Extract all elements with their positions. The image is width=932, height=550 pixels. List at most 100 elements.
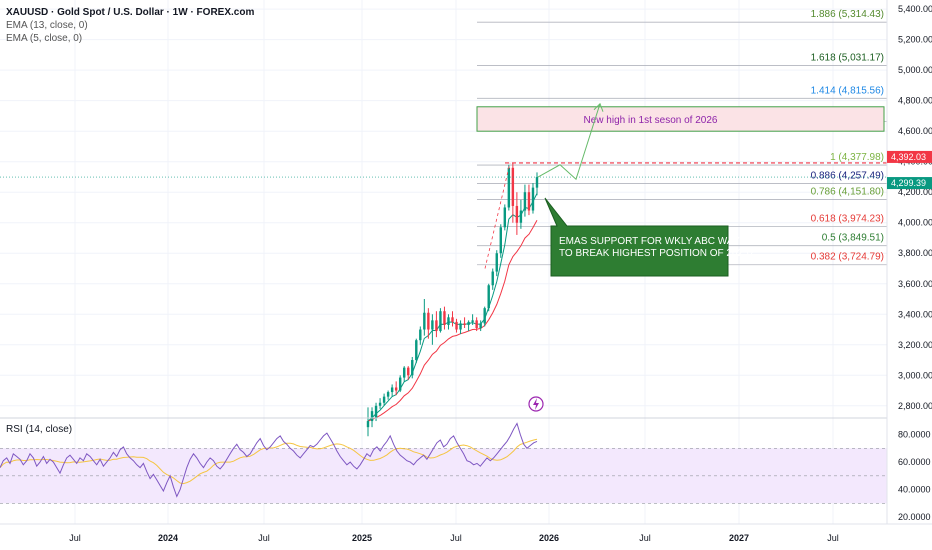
time-tick: Jul xyxy=(450,533,462,543)
rsi-tick: 40.0000 xyxy=(898,485,931,495)
rsi-tick: 80.0000 xyxy=(898,430,931,440)
candle-body xyxy=(515,205,519,223)
candle-body xyxy=(491,271,494,286)
rsi-pane xyxy=(0,417,887,504)
callout-bubble xyxy=(544,197,729,277)
grid xyxy=(0,0,887,524)
projection-path xyxy=(537,103,601,181)
fib-label: 0.618 (3,974.23) xyxy=(811,214,884,225)
candle-body xyxy=(431,320,434,330)
time-tick: Jul xyxy=(69,533,81,543)
candle-body xyxy=(423,312,426,330)
candle-body xyxy=(475,320,478,328)
candle-body xyxy=(487,285,490,309)
candle-body xyxy=(447,317,450,325)
candle-body xyxy=(507,167,511,208)
price-tick: 3,600.00 xyxy=(898,279,932,289)
time-tick: 2025 xyxy=(352,533,372,543)
candle-body xyxy=(415,340,418,361)
fib-label: 0.5 (3,849.51) xyxy=(822,233,884,244)
wave-line xyxy=(484,162,511,269)
fib-label: 1 (4,377.98) xyxy=(830,152,884,163)
price-tag xyxy=(887,177,932,190)
candle-body xyxy=(523,192,527,211)
price-tick: 4,600.00 xyxy=(898,126,932,136)
price-tick: 3,200.00 xyxy=(898,340,932,350)
time-tick: Jul xyxy=(827,533,839,543)
legend: XAUUSD · Gold Spot / U.S. Dollar · 1W · … xyxy=(6,6,254,45)
annotation-box-text: New high in 1st seson of 2026 xyxy=(584,115,718,126)
candle-body xyxy=(390,387,394,393)
ema-line xyxy=(367,220,538,422)
ema-line xyxy=(367,193,538,422)
price-tick: 4,000.00 xyxy=(898,218,932,228)
fib-label: 0.786 (4,151.80) xyxy=(811,187,884,198)
candle-body xyxy=(366,421,370,428)
candle-body xyxy=(439,311,442,332)
time-tick: 2024 xyxy=(158,533,178,543)
candle-body xyxy=(419,329,422,341)
candle-body xyxy=(503,207,507,228)
price-tick: 2,800.00 xyxy=(898,401,932,411)
candle-body xyxy=(374,405,378,418)
candle-body xyxy=(495,253,498,272)
ema-lines xyxy=(367,193,538,422)
candle-body xyxy=(463,323,466,325)
candle-body xyxy=(427,312,430,330)
candle-body xyxy=(511,167,515,206)
candle-body xyxy=(535,177,539,188)
candle-body xyxy=(407,367,410,376)
candle-body xyxy=(382,396,386,403)
candle-body xyxy=(499,227,502,254)
fib-levels: 1.886 (5,314.43) 1.618 (5,031.17) 1.414 (4… xyxy=(477,9,887,266)
callout-text: TO BREAK HIGHEST POSITION OF 2025? xyxy=(559,248,755,259)
time-tick: Jul xyxy=(258,533,270,543)
time-tick: 2026 xyxy=(539,533,559,543)
candle-body xyxy=(411,360,414,376)
fib-label: 1.886 (5,314.43) xyxy=(811,9,884,20)
candle-body xyxy=(531,187,535,211)
candle-body xyxy=(398,377,402,391)
fib-label: 1.618 (5,031.17) xyxy=(811,52,884,63)
time-tick: Jul xyxy=(639,533,651,543)
price-tick: 5,200.00 xyxy=(898,35,932,45)
fib-label: 0.382 (3,724.79) xyxy=(811,252,884,263)
drawings xyxy=(0,102,887,412)
candle-body xyxy=(527,192,531,211)
rsi-line xyxy=(0,422,538,498)
ema13-label[interactable]: EMA (13, close, 0) xyxy=(6,20,88,31)
time-tick: 2027 xyxy=(729,533,749,543)
candle-body xyxy=(394,387,398,391)
rsi-label[interactable]: RSI (14, close) xyxy=(6,424,73,435)
candle-body xyxy=(403,367,406,378)
candle-body xyxy=(467,321,470,325)
price-tick: 3,400.00 xyxy=(898,309,932,319)
candles xyxy=(366,162,539,437)
candle-body xyxy=(378,402,382,406)
price-tag-text: 4,392.03 xyxy=(891,152,926,162)
price-tag xyxy=(887,150,932,163)
candle-body xyxy=(479,323,482,328)
candle-body xyxy=(435,320,438,332)
fib-label: 1.414 (4,815.56) xyxy=(811,85,884,96)
projection-arrow xyxy=(593,102,604,112)
price-tick: 5,000.00 xyxy=(898,65,932,75)
annotation-box-group: New high in 1st seson of 2026 xyxy=(476,106,885,132)
candle-body xyxy=(455,321,458,330)
candle-body xyxy=(370,411,374,422)
candle-body xyxy=(471,320,474,322)
ema5-label[interactable]: EMA (5, close, 0) xyxy=(6,33,83,44)
price-tag-text: 4,299.39 xyxy=(891,178,926,188)
candle-body xyxy=(451,317,454,322)
rsi-tick: 20.0000 xyxy=(898,512,931,522)
fib-label: 0.886 (4,257.49) xyxy=(811,170,884,181)
rsi-tick: 60.0000 xyxy=(898,457,931,467)
lightning-bolt xyxy=(533,398,539,410)
annotation-box xyxy=(476,106,885,132)
callout-text: EMAS SUPPORT FOR WKLY ABC WAVE UP xyxy=(559,236,763,247)
symbol-title[interactable]: XAUUSD · Gold Spot / U.S. Dollar · 1W · … xyxy=(6,7,255,18)
price-tick: 4,200.00 xyxy=(898,187,932,197)
